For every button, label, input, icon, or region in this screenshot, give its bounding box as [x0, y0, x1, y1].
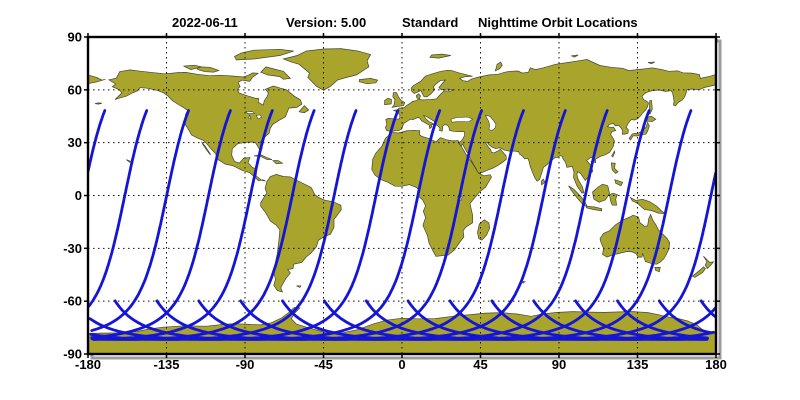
y-tick-label: 30	[68, 135, 82, 150]
y-tick-label: 60	[68, 82, 82, 97]
orbit-track	[92, 109, 274, 341]
y-tick-label: 90	[68, 30, 82, 45]
orbit-tracks-layer	[88, 109, 716, 341]
orbit-track	[155, 109, 483, 341]
landmass	[477, 219, 491, 241]
lake	[450, 116, 474, 123]
orbit-track	[197, 109, 525, 341]
landmass	[703, 255, 715, 270]
orbit-track	[657, 299, 713, 335]
orbit-track	[448, 299, 716, 341]
landmass	[195, 66, 220, 73]
lake	[255, 114, 263, 120]
x-tick-label: -180	[75, 357, 101, 372]
x-tick-label: 90	[552, 357, 566, 372]
landmass	[571, 54, 579, 58]
x-tick-label: 135	[627, 357, 649, 372]
landmass	[691, 266, 706, 278]
landmass	[298, 105, 310, 114]
landmass	[429, 53, 451, 59]
orbit-track	[113, 109, 442, 341]
landmass	[647, 61, 656, 65]
landmass	[358, 78, 379, 85]
y-tick-label: -30	[63, 241, 82, 256]
orbit-track	[574, 299, 709, 341]
landmass	[609, 192, 618, 206]
landmass	[610, 162, 619, 174]
landmass	[271, 160, 284, 165]
landmass	[107, 69, 303, 182]
axis-labels-layer: -180 -135 -90 -45 0 45 90 135 180 90 60 30 0 -30 -60 -9…	[63, 30, 727, 373]
orbit-track	[323, 109, 651, 341]
figure-title: 2022-06-11 Version: 5.00 Standard Nightt…	[172, 15, 638, 30]
x-tick-label: 45	[473, 357, 487, 372]
orbit-track	[616, 299, 709, 340]
landmass	[568, 185, 588, 207]
x-tick-label: 0	[398, 357, 405, 372]
orbit-track	[281, 109, 609, 341]
axis-ticks-layer	[84, 33, 720, 358]
orbit-track	[88, 109, 107, 173]
landmass	[260, 66, 292, 80]
orbit-track	[88, 109, 400, 341]
y-tick-label: -90	[63, 347, 82, 362]
orbit-track	[90, 109, 232, 339]
landmass	[201, 141, 211, 156]
orbit-track	[699, 299, 716, 319]
y-tick-label: -60	[63, 294, 82, 309]
title-name: Nighttime Orbit Locations	[478, 15, 638, 30]
landmass	[599, 213, 671, 265]
landmass	[614, 179, 624, 187]
landmass	[94, 102, 103, 105]
orbit-track	[406, 171, 716, 341]
landmass	[494, 61, 503, 72]
landmass	[282, 48, 372, 91]
landmass	[611, 150, 616, 158]
title-mode: Standard	[402, 15, 458, 30]
x-tick-label: -90	[236, 357, 255, 372]
landmass	[88, 74, 106, 85]
orbit-track	[88, 109, 149, 308]
orbit-track	[89, 109, 358, 341]
orbit-track	[239, 109, 567, 341]
title-version: Version: 5.00	[286, 15, 366, 30]
y-tick-label: 0	[75, 188, 82, 203]
landmass	[540, 178, 546, 186]
landmass	[234, 48, 294, 61]
landmass	[385, 59, 716, 194]
orbit-track	[364, 109, 693, 341]
landmass	[182, 64, 202, 70]
lake	[484, 114, 497, 132]
orbit-track	[90, 109, 190, 332]
landmass	[391, 92, 406, 108]
landmass	[371, 129, 492, 257]
orbit-track	[90, 109, 316, 341]
landmass	[592, 183, 610, 203]
landmass	[260, 174, 342, 293]
title-date: 2022-06-11	[172, 15, 238, 30]
x-tick-label: 180	[705, 357, 727, 372]
landmass	[296, 285, 302, 288]
landmass	[384, 97, 392, 105]
landmass	[585, 206, 603, 212]
x-tick-label: -45	[314, 357, 333, 372]
x-tick-label: -135	[153, 357, 179, 372]
landmass	[654, 267, 661, 273]
lake	[248, 113, 252, 120]
lake	[245, 110, 256, 114]
